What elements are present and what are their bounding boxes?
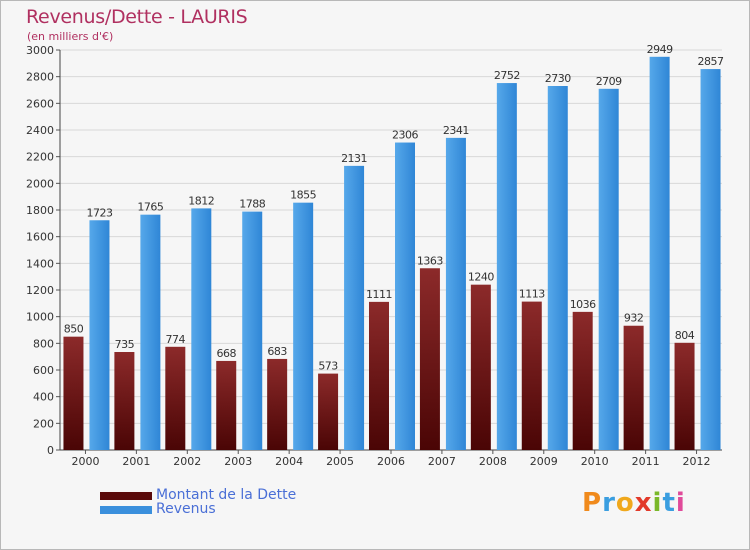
bar-revenus bbox=[445, 137, 466, 450]
x-tick-label: 2007 bbox=[428, 455, 456, 468]
bar-dette bbox=[318, 373, 339, 450]
x-tick-label: 2001 bbox=[122, 455, 150, 468]
data-label-dette: 932 bbox=[624, 312, 644, 325]
data-label-dette: 573 bbox=[318, 360, 338, 373]
data-label-revenus: 2752 bbox=[494, 69, 520, 82]
data-label-revenus: 2949 bbox=[647, 43, 673, 56]
bar-revenus bbox=[344, 165, 365, 450]
x-tick-label: 2004 bbox=[275, 455, 303, 468]
x-tick-label: 2008 bbox=[479, 455, 507, 468]
y-tick-label: 400 bbox=[33, 391, 54, 404]
bar-dette bbox=[216, 360, 237, 450]
chart-title: Revenus/Dette - LAURIS bbox=[26, 6, 248, 28]
data-label-dette: 668 bbox=[216, 347, 236, 360]
x-tick-label: 2009 bbox=[530, 455, 558, 468]
bar-revenus bbox=[242, 211, 263, 450]
data-label-dette: 683 bbox=[267, 345, 287, 358]
data-label-dette: 1036 bbox=[570, 298, 596, 311]
bar-dette bbox=[572, 311, 593, 450]
legend-swatch-revenus bbox=[100, 506, 152, 514]
data-label-dette: 1240 bbox=[468, 271, 494, 284]
y-tick-label: 2600 bbox=[26, 97, 54, 110]
proxiti-logo: Proxiti bbox=[582, 488, 686, 518]
x-tick-label: 2002 bbox=[173, 455, 201, 468]
data-label-revenus: 2730 bbox=[545, 72, 571, 85]
data-label-dette: 1363 bbox=[417, 254, 443, 267]
y-tick-label: 200 bbox=[33, 417, 54, 430]
y-tick-label: 2000 bbox=[26, 177, 54, 190]
x-tick-label: 2005 bbox=[326, 455, 354, 468]
x-tick-label: 2000 bbox=[71, 455, 99, 468]
x-tick-label: 2003 bbox=[224, 455, 252, 468]
y-tick-label: 3000 bbox=[26, 44, 54, 57]
data-label-revenus: 2131 bbox=[341, 152, 367, 165]
bar-dette bbox=[470, 284, 491, 450]
y-tick-label: 1600 bbox=[26, 231, 54, 244]
bar-dette bbox=[623, 325, 644, 450]
data-labels: 850 1723 735 1765 774 1812 668 1788 683 1855 573 21… bbox=[64, 43, 725, 373]
bar-dette bbox=[674, 342, 695, 450]
y-tick-label: 2800 bbox=[26, 71, 54, 84]
data-label-dette: 735 bbox=[115, 338, 135, 351]
y-tick-label: 1800 bbox=[26, 204, 54, 217]
bar-dette bbox=[267, 358, 288, 450]
bar-dette bbox=[419, 268, 440, 450]
data-label-dette: 850 bbox=[64, 323, 84, 336]
y-tick-label: 1200 bbox=[26, 284, 54, 297]
data-label-revenus: 2306 bbox=[392, 129, 418, 142]
chart-subtitle: (en milliers d'€) bbox=[27, 30, 114, 43]
data-label-revenus: 1788 bbox=[239, 198, 265, 211]
bar-revenus bbox=[293, 202, 314, 450]
data-label-revenus: 2341 bbox=[443, 124, 469, 137]
y-tick-label: 600 bbox=[33, 364, 54, 377]
data-label-revenus: 1723 bbox=[86, 206, 112, 219]
data-label-revenus: 2857 bbox=[698, 55, 724, 68]
data-label-dette: 804 bbox=[675, 329, 695, 342]
legend-swatch-dette bbox=[100, 492, 152, 500]
bar-dette bbox=[369, 301, 389, 450]
bar-revenus bbox=[191, 208, 212, 450]
bar-dette bbox=[63, 336, 84, 450]
bar-revenus bbox=[700, 69, 721, 451]
bars bbox=[63, 56, 721, 451]
data-label-dette: 774 bbox=[166, 333, 186, 346]
bar-revenus bbox=[547, 86, 568, 450]
bar-revenus bbox=[496, 83, 517, 451]
y-tick-label: 1000 bbox=[26, 311, 54, 324]
x-tick-label: 2012 bbox=[683, 455, 711, 468]
x-tick-label: 2010 bbox=[581, 455, 609, 468]
bar-dette bbox=[521, 301, 542, 450]
y-tick-label: 2400 bbox=[26, 124, 54, 137]
bar-revenus bbox=[598, 88, 619, 451]
data-label-revenus: 1855 bbox=[290, 189, 316, 202]
data-label-dette: 1111 bbox=[366, 288, 392, 301]
bar-dette bbox=[114, 352, 135, 450]
y-tick-label: 800 bbox=[33, 337, 54, 350]
y-tick-label: 0 bbox=[47, 444, 54, 457]
y-tick-label: 2200 bbox=[26, 151, 54, 164]
bar-revenus bbox=[649, 56, 670, 451]
bar-dette bbox=[165, 346, 186, 450]
x-tick-label: 2011 bbox=[632, 455, 660, 468]
legend-label-revenus: Revenus bbox=[156, 501, 216, 517]
data-label-dette: 1113 bbox=[519, 288, 545, 301]
bar-revenus bbox=[140, 214, 161, 450]
legend-label-dette: Montant de la Dette bbox=[156, 487, 297, 503]
x-tick-label: 2006 bbox=[377, 455, 405, 468]
data-label-revenus: 1765 bbox=[137, 201, 163, 214]
bar-revenus bbox=[89, 220, 110, 450]
bar-revenus bbox=[395, 142, 415, 451]
data-label-revenus: 2709 bbox=[596, 75, 622, 88]
data-label-revenus: 1812 bbox=[188, 194, 214, 207]
y-tick-label: 1400 bbox=[26, 257, 54, 270]
